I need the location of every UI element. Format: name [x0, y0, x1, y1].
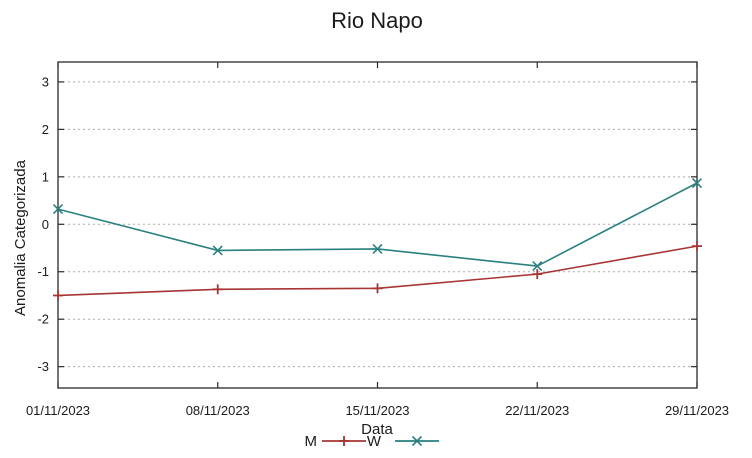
- y-axis-label: Anomalia Categorizada: [12, 159, 29, 316]
- y-tick-label-3: 3: [42, 74, 49, 89]
- series-W-marker: [372, 243, 383, 255]
- legend-label-M: M: [305, 433, 318, 450]
- series-W-marker: [212, 245, 223, 256]
- series-W-marker: [691, 177, 703, 189]
- series-W-marker: [532, 260, 543, 272]
- y-tick-label-0: 0: [42, 217, 49, 232]
- plot-border: [57, 61, 698, 389]
- x-tick-label-0: 01/11/2023: [26, 403, 90, 418]
- chart-title: Rio Napo: [331, 8, 423, 33]
- y-tick-label--1: -1: [37, 264, 49, 279]
- x-tick-labels: 01/11/2023 08/11/2023 15/11/2023 22/11/2023…: [26, 403, 729, 418]
- y-tick-label--3: -3: [37, 359, 49, 374]
- gridlines: [58, 81, 697, 368]
- x-tick-label-2: 15/11/2023: [345, 403, 409, 418]
- y-tick-label-2: 2: [42, 122, 49, 137]
- y-tick-label--2: -2: [37, 312, 49, 327]
- series-W-marker: [52, 204, 64, 215]
- axis-ticks: [57, 62, 698, 388]
- y-tick-label-1: 1: [42, 169, 49, 184]
- x-axis-label: Data: [361, 421, 393, 438]
- legend-label-W: W: [367, 433, 382, 450]
- x-tick-label-1: 08/11/2023: [186, 403, 250, 418]
- series-lines: [52, 177, 703, 301]
- y-tick-labels: -3 -2 -1 0 1 2 3: [37, 74, 49, 374]
- legend-marker-W: [411, 435, 423, 447]
- x-tick-label-3: 22/11/2023: [505, 403, 569, 418]
- x-tick-label-4: 29/11/2023: [665, 403, 729, 418]
